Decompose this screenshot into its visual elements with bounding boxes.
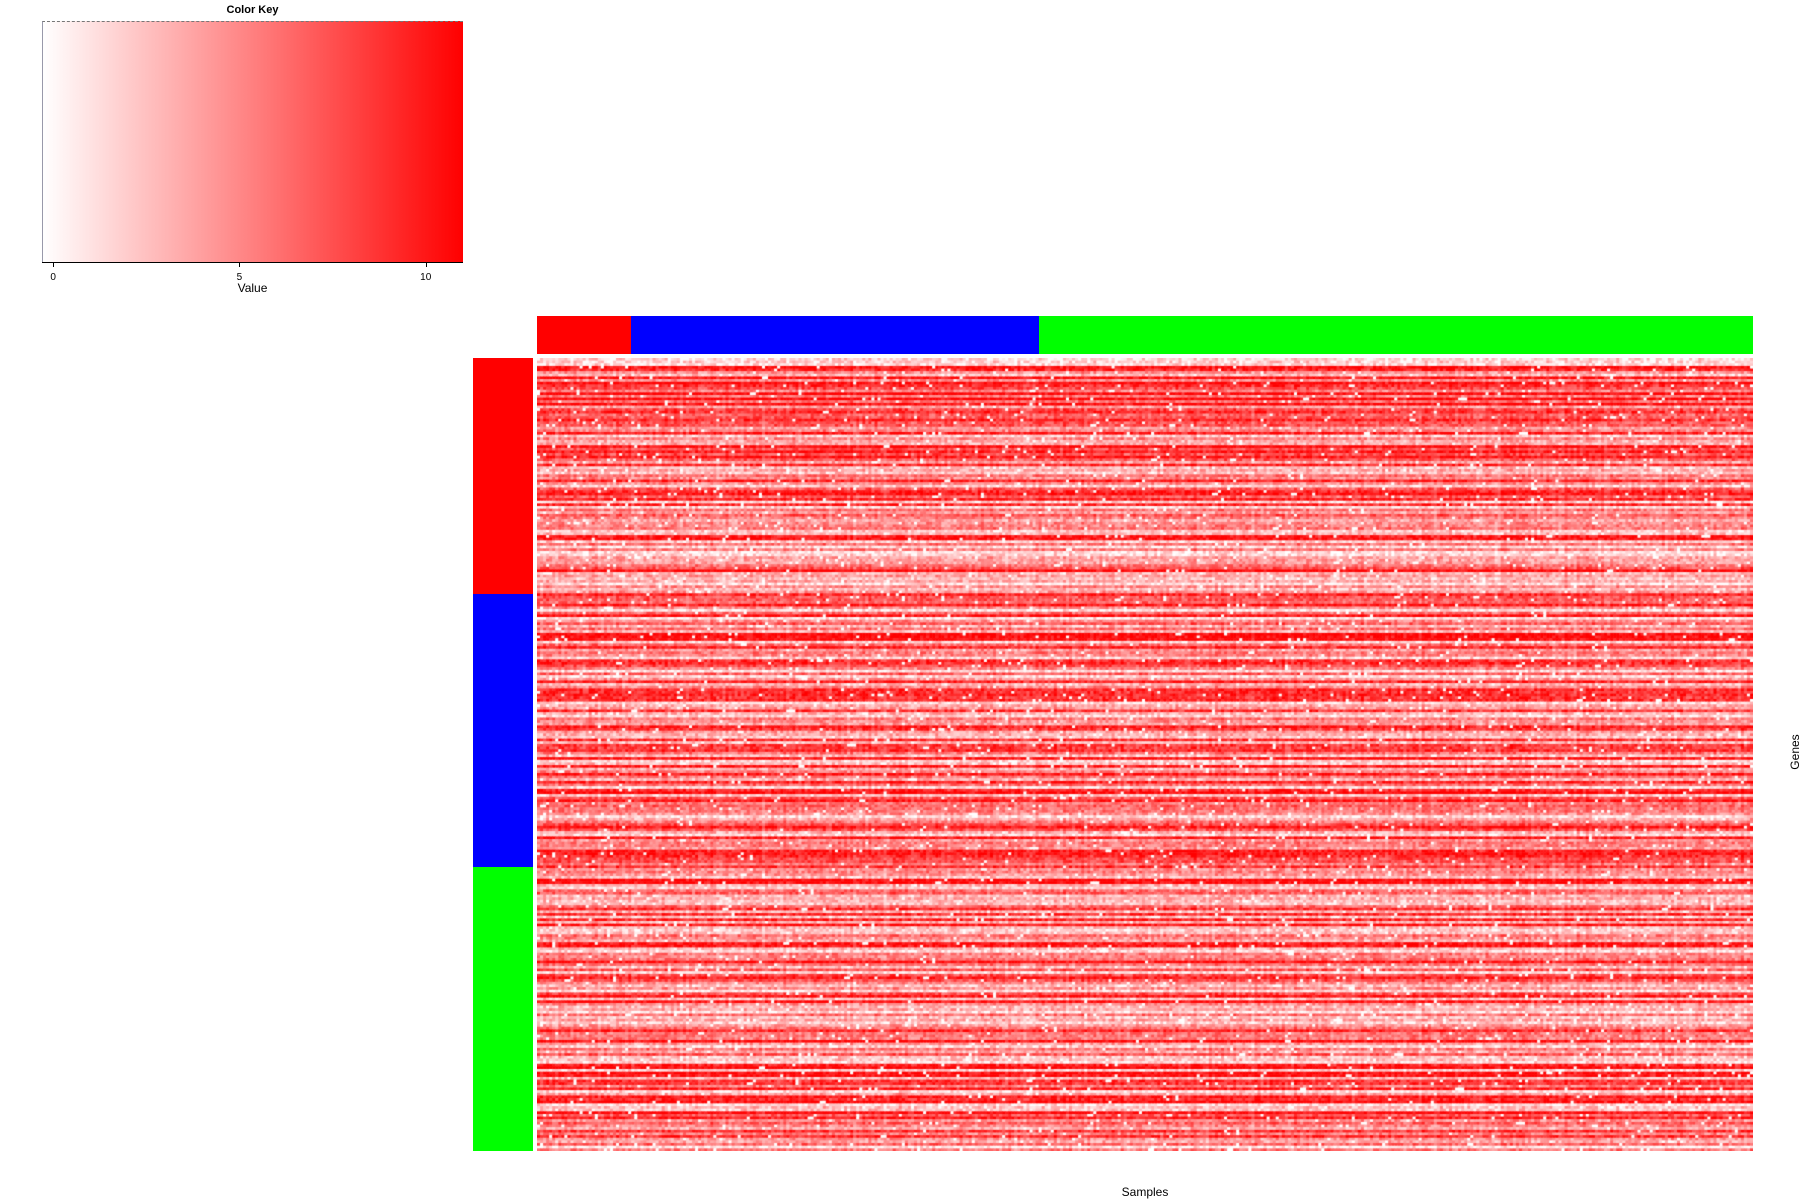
color-key-tick xyxy=(53,262,55,267)
row-group-color xyxy=(473,594,533,868)
color-key-axis xyxy=(42,262,463,263)
row-side-colors xyxy=(473,358,533,1151)
color-key-tick-label: 0 xyxy=(50,272,56,283)
column-group-color xyxy=(537,316,631,354)
color-key-tick-label: 5 xyxy=(236,272,243,283)
column-group-color xyxy=(630,316,1040,354)
color-key-tick-label: 10 xyxy=(420,272,432,283)
color-key-xlabel: Value xyxy=(237,281,268,295)
row-group-color xyxy=(473,867,533,1151)
column-group-color xyxy=(1039,316,1753,354)
x-axis-label: Samples xyxy=(1121,1185,1169,1199)
color-key-gradient xyxy=(42,21,463,262)
row-group-color xyxy=(473,358,533,595)
color-key-tick xyxy=(239,262,241,267)
heatmap-grid xyxy=(537,358,1753,1151)
color-key-tick xyxy=(425,262,427,267)
color-key-title: Color Key xyxy=(226,4,279,16)
y-axis-label: Genes xyxy=(1788,734,1800,770)
column-side-colors xyxy=(537,316,1753,354)
